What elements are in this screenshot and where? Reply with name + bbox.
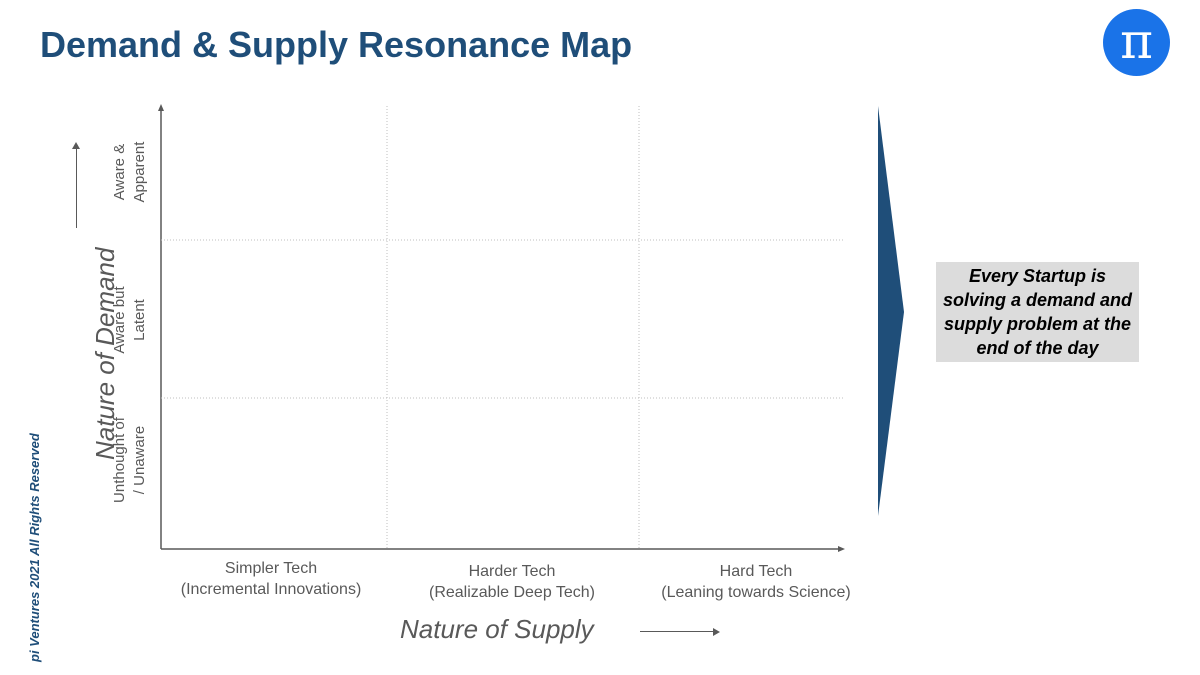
column-label-hard-tech: Hard Tech (Leaning towards Science) (626, 561, 886, 603)
chevron-arrow-icon (878, 106, 904, 516)
slide-title: Demand & Supply Resonance Map (40, 24, 633, 65)
column-label-line: Harder Tech (468, 563, 556, 580)
pi-logo: π (1103, 9, 1170, 76)
x-axis-label: Nature of Supply (400, 614, 594, 644)
column-label-line: Simpler Tech (224, 560, 318, 577)
column-label-line: Hard Tech (719, 563, 793, 580)
pi-symbol-icon: π (1120, 12, 1153, 70)
column-label-line: (Incremental Innovations) (180, 581, 362, 598)
y-axis-label-arrow (72, 142, 80, 228)
column-label-simpler-tech: Simpler Tech (Incremental Innovations) (141, 558, 401, 600)
y-axis-arrowhead (158, 104, 164, 111)
x-axis-arrowhead (838, 546, 845, 552)
column-label-line: (Realizable Deep Tech) (428, 584, 595, 601)
column-label-harder-tech: Harder Tech (Realizable Deep Tech) (382, 561, 642, 603)
x-axis-label-arrow (640, 627, 720, 636)
column-label-line: (Leaning towards Science) (661, 584, 851, 601)
callout-box: Every Startup is solving a demand and su… (936, 262, 1139, 362)
